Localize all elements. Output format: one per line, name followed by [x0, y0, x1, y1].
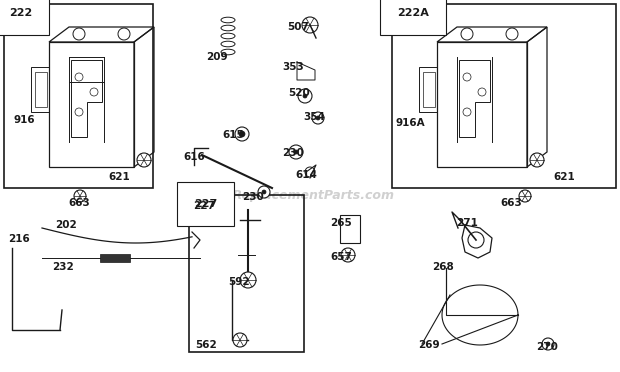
Text: 209: 209 [206, 52, 228, 62]
Text: 592: 592 [228, 277, 250, 287]
Circle shape [298, 89, 312, 103]
Circle shape [289, 145, 303, 159]
Text: 202: 202 [55, 220, 77, 230]
Text: 657: 657 [330, 252, 352, 262]
Text: 663: 663 [68, 198, 90, 208]
Circle shape [542, 338, 554, 350]
Text: 222A: 222A [397, 8, 429, 18]
Circle shape [302, 17, 318, 33]
Text: 271: 271 [456, 218, 478, 228]
Text: 520: 520 [288, 88, 310, 98]
Text: 916A: 916A [396, 118, 425, 128]
Circle shape [341, 248, 355, 262]
Text: 354: 354 [303, 112, 325, 122]
Text: 232: 232 [52, 262, 74, 272]
Circle shape [530, 153, 544, 167]
Text: 616: 616 [183, 152, 205, 162]
Text: 621: 621 [553, 172, 575, 182]
Circle shape [262, 190, 266, 194]
Circle shape [240, 272, 256, 288]
Circle shape [312, 112, 324, 124]
Circle shape [294, 150, 298, 154]
Circle shape [74, 190, 86, 202]
Text: 562: 562 [195, 340, 217, 350]
Text: 227: 227 [194, 199, 217, 209]
Text: 614: 614 [295, 170, 317, 180]
Text: 222: 222 [9, 8, 32, 18]
Circle shape [239, 131, 245, 137]
Text: 268: 268 [432, 262, 454, 272]
Bar [392, 4, 616, 188]
Text: 230: 230 [282, 148, 304, 158]
Circle shape [303, 94, 307, 98]
Text: 265: 265 [330, 218, 352, 228]
Text: 663: 663 [500, 198, 522, 208]
Circle shape [137, 153, 151, 167]
Circle shape [546, 342, 550, 346]
Circle shape [258, 186, 270, 198]
Text: eReplacementParts.com: eReplacementParts.com [225, 189, 395, 202]
Circle shape [316, 116, 320, 120]
Text: 227: 227 [193, 201, 215, 211]
Text: 270: 270 [536, 342, 558, 352]
Text: 507: 507 [287, 22, 309, 32]
Bar [189, 195, 304, 352]
Text: 269: 269 [418, 340, 440, 350]
Text: 230: 230 [242, 192, 264, 202]
Text: 916: 916 [14, 115, 35, 125]
Bar [100, 254, 130, 262]
Text: 621: 621 [108, 172, 130, 182]
Text: 353: 353 [282, 62, 304, 72]
Text: 615: 615 [222, 130, 244, 140]
Text: 216: 216 [8, 234, 30, 244]
Circle shape [233, 333, 247, 347]
Circle shape [519, 190, 531, 202]
Bar [4, 4, 153, 188]
Bar [340, 215, 360, 243]
Circle shape [235, 127, 249, 141]
